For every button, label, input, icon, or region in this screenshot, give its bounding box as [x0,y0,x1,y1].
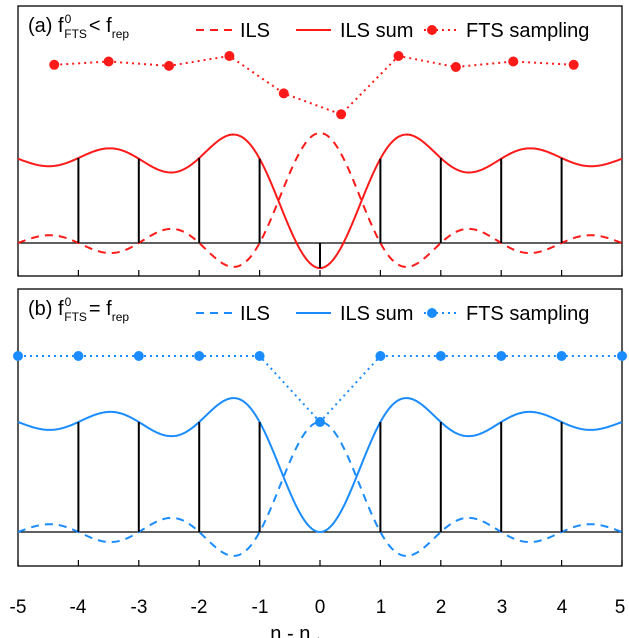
title-sup: 0 [65,295,72,309]
title-f: f [58,15,64,37]
fts-sampling-point [13,351,23,361]
title-f2: f [106,15,112,37]
x-tick-label: -1 [252,597,269,618]
plot-frame [17,288,623,567]
title-sub: FTS [64,27,87,41]
fts-sampling-point [315,417,325,427]
legend-ils-label: ILS [240,303,270,325]
x-tick-label: 3 [497,597,508,618]
x-axis-title-sub: abs [310,635,329,638]
title-sub2: rep [112,27,130,41]
x-axis-title-main: n - n [270,623,310,638]
fts-sampling-point [508,56,519,67]
x-axis: -5 -4 -3 -2 -1 0 1 2 3 4 5 n - nabs [10,597,626,638]
panel-label: (a) [28,15,58,37]
fts-sampling-point [278,88,289,99]
fts-sampling-point [375,351,386,361]
title-sup: 0 [65,12,72,26]
fts-sampling-point [133,351,144,361]
x-tick-label: 4 [557,597,568,618]
fts-sampling-point [568,59,579,70]
fts-sampling-point [496,351,507,361]
x-tick-label: 0 [315,597,326,618]
fts-sampling-point [164,60,174,71]
legend-ils-label: ILS [240,20,270,42]
fts-sampling-point [224,51,235,61]
title-rel: = [89,298,106,320]
fts-sampling-point [435,351,446,361]
x-tick-label: -5 [10,597,27,618]
fts-sampling-point [103,56,114,67]
plot-frame [17,5,623,277]
fts-sampling-point [336,109,347,120]
panel-label: (b) [28,298,58,320]
title-rel: < [89,15,106,37]
fts-sampling-line [54,54,574,116]
legend-fts-marker [427,308,437,318]
panel-title: (b) f0 FTS = frep [28,295,129,324]
fts-sampling-point [194,351,205,361]
fts-sampling-point [617,351,627,361]
x-tick-label: 2 [436,597,447,618]
legend-fts-label: FTS sampling [466,20,589,42]
x-tick-label: -2 [191,597,208,618]
panel-title: (a) f0 FTS < frep [28,12,129,41]
legend-ils-sum-label: ILS sum [340,20,413,42]
panel-a: (a) f0 FTS < frep ILS ILS sum FTS sampling [17,5,623,277]
ils-sum-curve [17,397,623,534]
x-axis-title: n - nabs [270,623,329,638]
ils-curve [17,420,623,557]
legend-ils-sum-label: ILS sum [340,303,413,325]
ils-curve [17,131,623,268]
fts-sampling-point [450,62,461,72]
x-tick-label: -4 [70,597,87,618]
legend-fts-marker [427,25,437,35]
legend-fts-label: FTS sampling [466,303,589,325]
fts-sampling-point [254,351,265,361]
title-f: f [58,298,64,320]
fts-sampling-point [73,351,84,361]
x-tick-label: 5 [615,597,626,618]
x-tick-label: 1 [376,597,387,618]
x-tick-label: -3 [131,597,148,618]
panel-b: (b) f0 FTS = frep ILS ILS sum FTS sampling [13,288,627,567]
fts-sampling-point [393,51,404,61]
title-sub: FTS [64,310,87,324]
fts-sampling-point [556,351,567,361]
title-f2: f [106,298,112,320]
fts-sampling-point [49,59,60,70]
title-sub2: rep [112,310,130,324]
